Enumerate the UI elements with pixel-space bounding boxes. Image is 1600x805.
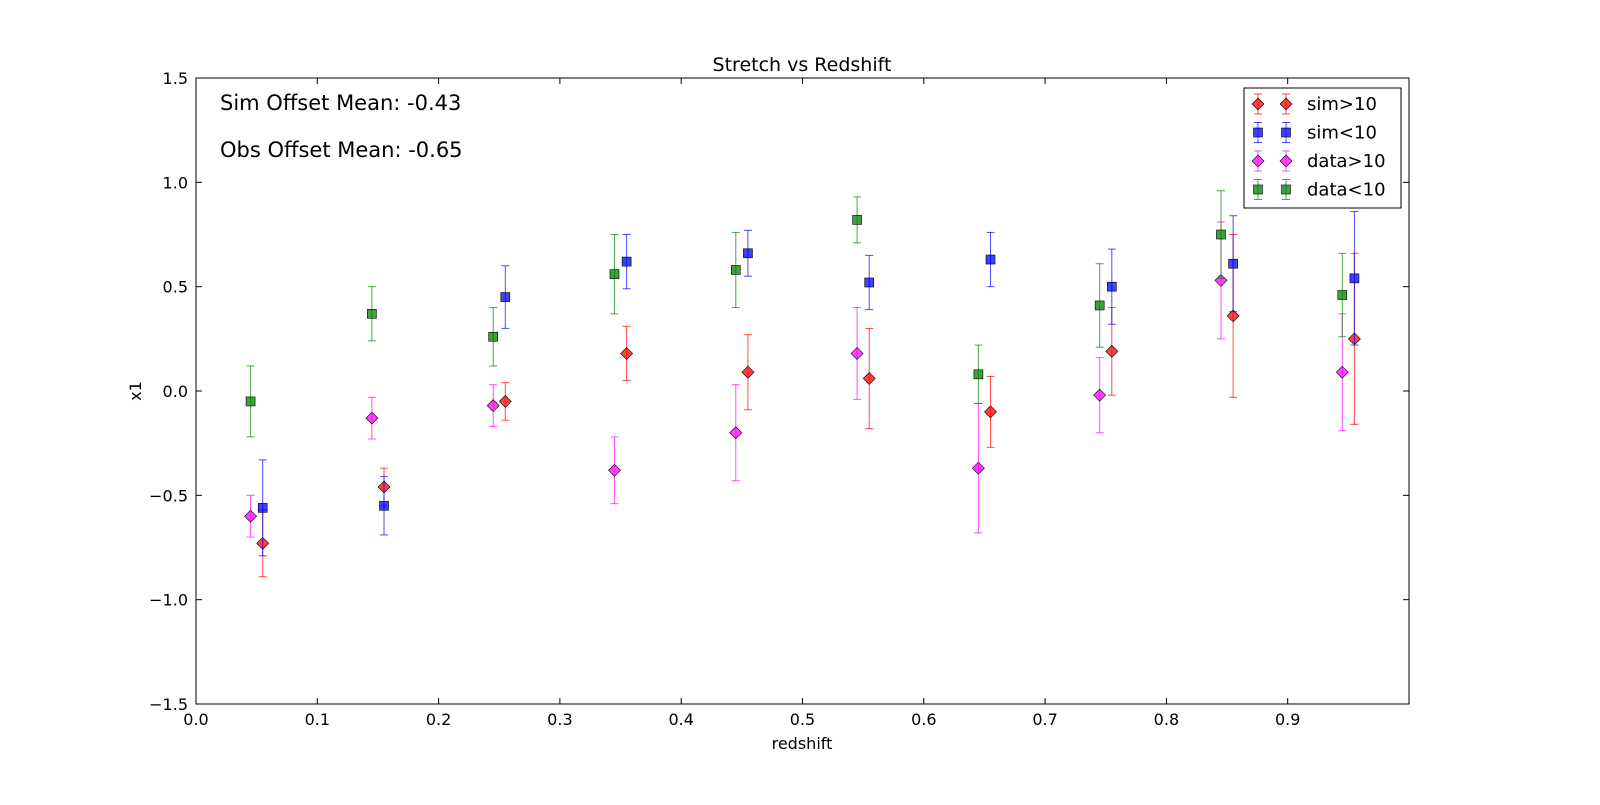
legend-marker [1279, 154, 1293, 168]
data-point [1335, 365, 1349, 379]
y-axis-label: x1 [126, 381, 145, 401]
data-point [984, 405, 997, 419]
data-point [850, 347, 864, 360]
x-tick-label: 0.7 [1032, 710, 1057, 729]
legend-marker [1253, 184, 1263, 195]
data-point [864, 277, 875, 288]
data-point [743, 248, 753, 259]
legend-label: data>10 [1307, 151, 1386, 172]
y-tick-label: 0.0 [163, 382, 188, 401]
y-tick-label: 1.0 [163, 173, 188, 192]
legend-item-data-lt-10: data<10 [1253, 179, 1386, 201]
legend-marker [1251, 97, 1265, 111]
y-tick-label: 1.5 [163, 69, 188, 88]
x-tick-label: 0.3 [547, 710, 572, 729]
data-point [621, 256, 632, 267]
data-point [379, 500, 389, 511]
series-sim-lt-10 [257, 211, 1360, 557]
tick-layer: 0.0 0.1 0.2 0.3 0.4 0.5 0.6 0.7 0.8 0.9 −1.5 −1.0 −0… [149, 69, 1409, 729]
x-tick-label: 0.8 [1154, 710, 1179, 729]
legend-label: sim>10 [1307, 94, 1377, 115]
plot-frame [195, 77, 1410, 705]
x-tick-label: 0.2 [426, 710, 451, 729]
y-tick-label: −1.5 [149, 695, 188, 714]
legend-marker [1281, 184, 1291, 195]
data-point [1226, 309, 1240, 323]
data-point [244, 509, 258, 523]
data-point [498, 395, 512, 408]
data-point [365, 411, 379, 425]
data-point [1107, 281, 1117, 292]
y-tick-label: −0.5 [149, 486, 188, 505]
legend-frame [1243, 87, 1402, 209]
data-point [741, 365, 755, 379]
data-point [730, 265, 741, 275]
legend-item-data-gt-10: data>10 [1251, 150, 1386, 172]
data-point [973, 369, 984, 380]
obs-offset-annotation: Obs Offset Mean: -0.65 [220, 138, 463, 162]
x-tick-label: 0.5 [790, 710, 815, 729]
chart-title: Stretch vs Redshift [713, 54, 892, 76]
series-data-lt-10 [245, 190, 1348, 438]
legend-marker [1281, 127, 1291, 138]
legend-item-sim-gt-10: sim>10 [1251, 93, 1377, 115]
legend-label: data<10 [1307, 180, 1386, 201]
x-tick-label: 0.6 [911, 710, 936, 729]
data-point [1228, 258, 1238, 269]
data-point [486, 399, 500, 413]
data-point [245, 396, 256, 407]
y-tick-label: −1.0 [149, 591, 188, 610]
data-point [1216, 229, 1226, 240]
x-tick-label: 0.0 [183, 710, 208, 729]
x-axis-label: redshift [772, 734, 833, 753]
data-point [1337, 290, 1348, 300]
legend-item-sim-lt-10: sim<10 [1253, 122, 1377, 144]
data-point [488, 331, 498, 342]
data-point [1105, 344, 1119, 358]
data-point [257, 503, 268, 513]
x-tick-label: 0.9 [1275, 710, 1300, 729]
data-point [971, 461, 985, 475]
x-tick-label: 0.4 [668, 710, 693, 729]
legend-marker [1251, 154, 1265, 168]
data-point [367, 308, 377, 319]
legend-label: sim<10 [1307, 123, 1377, 144]
legend-marker [1279, 97, 1293, 111]
y-tick-label: 0.5 [163, 278, 188, 297]
data-point [620, 347, 634, 360]
sim-offset-annotation: Sim Offset Mean: -0.43 [220, 91, 461, 115]
series-layer [244, 190, 1361, 578]
data-point [862, 372, 876, 385]
data-point [1094, 300, 1105, 311]
data-point [609, 269, 620, 279]
legend-marker [1253, 127, 1263, 138]
series-sim-gt-10 [256, 234, 1361, 578]
data-point [608, 463, 621, 477]
data-point [985, 254, 996, 265]
series-data-gt-10 [244, 221, 1349, 538]
legend: sim>10 sim<10 data>10 data<10 [1243, 87, 1402, 209]
data-point [1349, 273, 1360, 284]
data-point [500, 292, 511, 302]
x-tick-label: 0.1 [305, 710, 330, 729]
data-point [1093, 388, 1107, 402]
data-point [852, 215, 862, 225]
data-point [729, 426, 743, 440]
